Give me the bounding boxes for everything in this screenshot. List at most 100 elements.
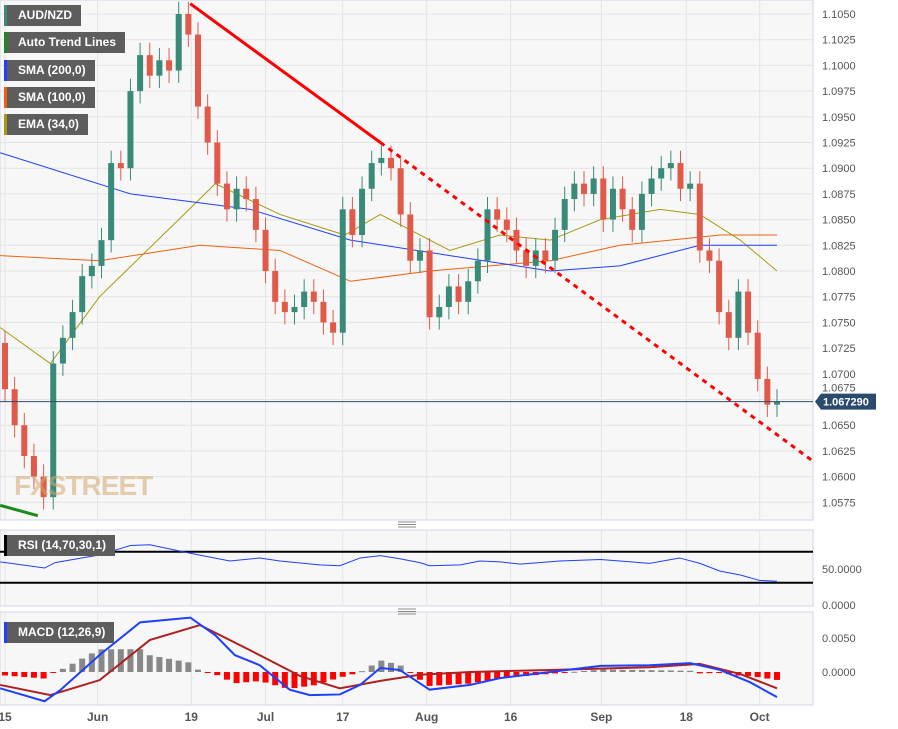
- macd-histogram-bar: [359, 671, 366, 673]
- bearish-candle: [330, 322, 337, 333]
- macd-histogram-bar: [69, 663, 76, 672]
- bullish-candle: [561, 199, 568, 230]
- rsi-tick-label: 0.0000: [822, 600, 856, 612]
- price-tick-label: 1.0625: [822, 446, 856, 458]
- bullish-candle: [638, 193, 645, 230]
- bullish-candle: [465, 281, 472, 302]
- price-tick-label: 1.0900: [822, 163, 856, 175]
- bullish-candle: [474, 260, 481, 282]
- bearish-candle: [629, 209, 636, 230]
- bullish-candle: [436, 306, 443, 318]
- macd-histogram-bar: [687, 670, 694, 672]
- legend-symbol[interactable]: AUD/NZD: [4, 5, 81, 26]
- macd-histogram-bar: [30, 672, 37, 678]
- current-price-label: 1.067290: [823, 397, 869, 409]
- macd-histogram-bar: [262, 672, 269, 683]
- bearish-candle: [166, 60, 173, 71]
- macd-histogram-bar: [2, 672, 8, 676]
- legend-sma-100[interactable]: SMA (100,0): [4, 87, 95, 108]
- bearish-candle: [252, 199, 259, 230]
- macd-histogram-bar: [11, 672, 18, 677]
- price-tick-label: 1.0675: [822, 383, 856, 395]
- rsi-line: [0, 544, 778, 582]
- macd-histogram-bar: [243, 672, 250, 683]
- macd-histogram-bar: [137, 649, 144, 672]
- date-label: 18: [680, 710, 694, 724]
- macd-histogram-bar: [648, 670, 655, 672]
- price-tick-label: 1.0750: [822, 317, 856, 329]
- sma-200-line: [0, 152, 777, 272]
- macd-histogram-bar: [426, 672, 433, 686]
- price-tick-label: 1.0850: [822, 215, 856, 227]
- bearish-candle: [581, 183, 587, 194]
- macd-histogram-bar: [455, 672, 462, 685]
- date-label: Oct: [750, 710, 770, 724]
- bearish-candle: [30, 456, 37, 477]
- legend-sma-200[interactable]: SMA (200,0): [4, 60, 95, 81]
- bullish-candle: [648, 178, 655, 194]
- legend-macd[interactable]: MACD (12,26,9): [4, 622, 115, 643]
- macd-histogram-bar: [223, 672, 230, 680]
- macd-histogram-bar: [696, 672, 703, 674]
- macd-histogram-bar: [79, 658, 86, 672]
- bearish-candle: [397, 168, 404, 215]
- macd-histogram-bar: [590, 670, 597, 672]
- macd-histogram-bar: [716, 672, 723, 673]
- bearish-candle: [542, 250, 549, 261]
- price-tick-label: 1.0825: [822, 240, 856, 252]
- bullish-candle: [378, 157, 385, 164]
- bullish-candle: [339, 209, 346, 333]
- price-tick-label: 1.0725: [822, 343, 856, 355]
- bearish-candle: [677, 163, 684, 189]
- price-tick-label: 1.0925: [822, 138, 856, 150]
- macd-line: [0, 616, 778, 703]
- bullish-candle: [108, 163, 115, 241]
- bearish-candle: [310, 291, 317, 302]
- date-label: Sep: [590, 710, 612, 724]
- bullish-candle: [552, 229, 559, 261]
- bullish-candle: [69, 312, 76, 338]
- price-tick-label: 1.0800: [822, 266, 856, 278]
- macd-histogram-bar: [503, 672, 510, 678]
- legend-auto-trend-lines[interactable]: Auto Trend Lines: [4, 32, 126, 53]
- macd-histogram-bar: [474, 672, 481, 683]
- macd-histogram-bar: [40, 672, 47, 679]
- legend-ema-34[interactable]: EMA (34,0): [4, 114, 88, 135]
- bearish-candle: [320, 301, 327, 323]
- rsi-tick-label: 50.0000: [822, 564, 862, 576]
- date-label: 17: [336, 710, 350, 724]
- macd-histogram-bar: [339, 672, 346, 677]
- price-tick-label: 1.1025: [822, 35, 856, 47]
- macd-histogram-bar: [50, 672, 57, 673]
- bearish-candle: [706, 250, 713, 261]
- macd-histogram-bar: [166, 658, 173, 672]
- ema-34-line: [0, 183, 778, 365]
- legend-rsi[interactable]: RSI (14,70,30,1): [4, 535, 116, 556]
- bearish-candle: [21, 425, 28, 457]
- macd-histogram-bar: [465, 672, 472, 684]
- sma-100-line: [0, 234, 777, 282]
- macd-histogram-bar: [494, 672, 501, 679]
- bullish-candle: [667, 163, 674, 169]
- macd-histogram-bar: [330, 672, 337, 680]
- price-tick-label: 1.0775: [822, 292, 856, 304]
- price-tick-label: 1.0600: [822, 472, 856, 484]
- macd-histogram-bar: [233, 672, 240, 684]
- macd-histogram-bar: [388, 662, 394, 672]
- bullish-candle: [359, 188, 366, 236]
- bearish-candle: [716, 260, 723, 313]
- bullish-candle: [774, 401, 780, 405]
- macd-histogram-bar: [281, 672, 288, 688]
- bearish-candle: [262, 229, 269, 271]
- bullish-candle: [609, 188, 616, 220]
- macd-histogram-bar: [609, 669, 616, 672]
- bullish-candle: [79, 276, 86, 313]
- price-tick-label: 1.0700: [822, 369, 856, 381]
- bearish-candle: [2, 342, 8, 390]
- bearish-candle: [349, 209, 356, 236]
- bullish-candle: [658, 168, 665, 179]
- bullish-candle: [301, 291, 308, 307]
- macd-histogram-bar: [175, 660, 182, 672]
